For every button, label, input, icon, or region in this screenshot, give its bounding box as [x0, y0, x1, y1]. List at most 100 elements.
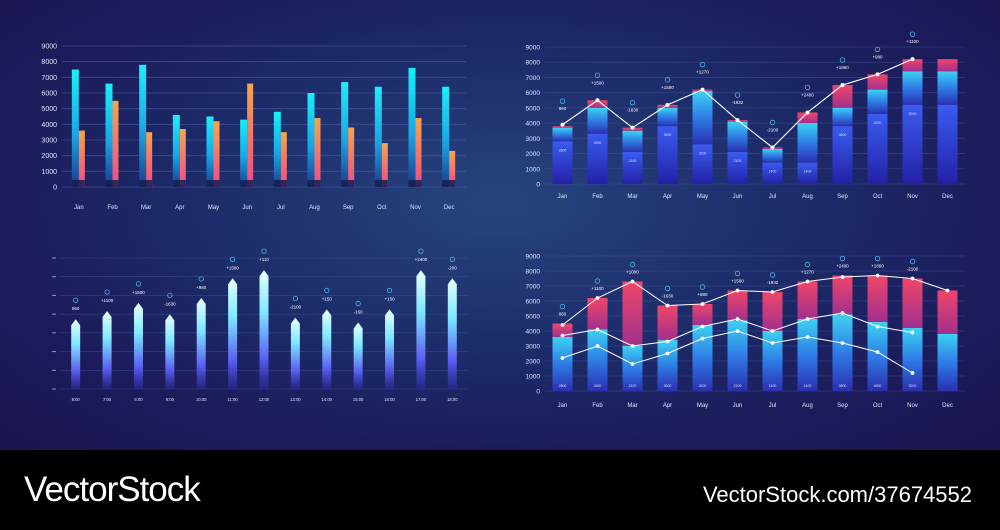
line-point [560, 356, 565, 360]
annotation-marker-icon [418, 248, 424, 254]
bar-series2 [280, 132, 287, 187]
line-point [770, 329, 775, 333]
spike-bar [353, 322, 363, 389]
annotation-label: +110 [259, 257, 269, 262]
annotation-marker-icon [355, 300, 361, 307]
bar-value-label: 1400 [769, 170, 777, 174]
bar-base-segment [622, 346, 643, 391]
line-point [560, 323, 565, 327]
bar-mid-segment [552, 127, 573, 142]
bar-base-shadow [408, 180, 422, 187]
bar-base-segment [587, 329, 608, 391]
spike-bar [228, 278, 238, 389]
bar-series1 [105, 83, 113, 187]
x-tick-label: 12:00 [259, 397, 270, 402]
bar-top-segment [832, 275, 853, 315]
bar-base-segment [622, 152, 643, 184]
bar-base-segment [867, 113, 888, 184]
y-tick-label: 7000 [526, 284, 541, 291]
y-tick-label: 1000 [41, 169, 57, 176]
annotation-marker-icon [559, 98, 566, 104]
x-tick-label: Feb [592, 194, 603, 200]
y-tick-label: 1000 [526, 374, 541, 381]
bar-base-shadow [71, 180, 85, 187]
annotation-label: +980 [872, 54, 883, 59]
bar-value-label: 3800 [839, 384, 847, 388]
annotation-marker-icon [230, 256, 236, 262]
bar-top-segment [552, 126, 573, 128]
bar-top-segment [832, 85, 853, 108]
bar-base-shadow [442, 180, 456, 187]
annotation-marker-icon [909, 31, 916, 37]
annotation-label: +2400 [836, 264, 849, 269]
annotation-label: -2100 [767, 127, 779, 132]
bar-top-segment [587, 100, 608, 108]
x-tick-label: Jun [733, 403, 743, 409]
bar-base-shadow [206, 180, 220, 187]
x-tick-label: Jan [74, 205, 84, 211]
bar-base-segment [937, 334, 958, 391]
annotation-label: -1932 [732, 100, 744, 105]
bar-series1 [172, 114, 180, 187]
spike-bar [196, 297, 206, 389]
bar-series2 [213, 121, 220, 187]
line-point [700, 302, 705, 306]
bar-base-shadow [374, 180, 388, 187]
y-tick-label: 5000 [526, 105, 541, 112]
bar-series1 [139, 64, 147, 187]
bar-base-segment [657, 126, 678, 184]
bar-top-segment [867, 275, 888, 322]
x-tick-label: 6:00 [134, 397, 143, 402]
y-tick-label: 7000 [41, 75, 57, 82]
bar-value-label: 2600 [699, 384, 707, 388]
annotation-label: +1100 [591, 286, 604, 291]
line-point [910, 371, 915, 375]
bar-mid-segment [762, 148, 783, 163]
bar-series1 [408, 67, 416, 187]
bar-mid-segment [902, 71, 923, 105]
bar-series2 [348, 127, 355, 187]
annotation-marker-icon [664, 77, 671, 83]
spike-bar [385, 309, 395, 389]
x-tick-label: Nov [410, 205, 421, 211]
x-tick-label: Jun [242, 205, 252, 211]
annotation-label: -1630 [164, 301, 176, 306]
bar-value-label: 3800 [664, 384, 672, 388]
bar-top-segment [552, 323, 573, 337]
bar-mid-segment [622, 130, 643, 153]
annotation-label: +1580 [226, 265, 239, 270]
x-tick-label: Oct [377, 205, 387, 211]
bar-base-segment [762, 331, 783, 391]
y-tick-label: 8000 [41, 59, 57, 66]
annotation-marker-icon [449, 256, 455, 262]
line-point [805, 279, 810, 284]
annotation-label: +980 [196, 285, 207, 290]
y-tick-label: 6000 [41, 91, 57, 98]
y-tick-label: 6000 [526, 299, 541, 306]
annotation-marker-icon [874, 255, 881, 262]
chart-dashboard: 0 1000 2000 3000 4000 5000 6000 7000 8000 9000 Jan… [0, 0, 1000, 450]
line-point [560, 122, 565, 127]
line-point [595, 327, 600, 332]
bar-series2 [449, 150, 456, 187]
annotation-marker-icon [386, 287, 393, 293]
annotation-marker-icon [324, 287, 330, 293]
bar-top-segment [902, 278, 923, 328]
annotation-marker-icon [198, 276, 204, 282]
bar-series1 [341, 82, 349, 187]
line-point [735, 317, 740, 321]
x-tick-label: Dec [942, 403, 953, 409]
line-point [560, 333, 565, 338]
annotation-marker-icon [874, 46, 881, 53]
bar-top-segment [937, 59, 958, 72]
line-point [595, 98, 600, 103]
bar-value-label: 2100 [629, 384, 637, 388]
annotation-marker-icon [594, 278, 601, 284]
line-point [665, 303, 670, 308]
annotation-marker-icon [804, 84, 811, 91]
x-tick-label: Apr [175, 205, 184, 211]
line-point [875, 324, 880, 329]
bar-series1 [240, 119, 248, 187]
bar-top-segment [762, 292, 783, 331]
bar-value-label: 2800 [559, 384, 567, 388]
